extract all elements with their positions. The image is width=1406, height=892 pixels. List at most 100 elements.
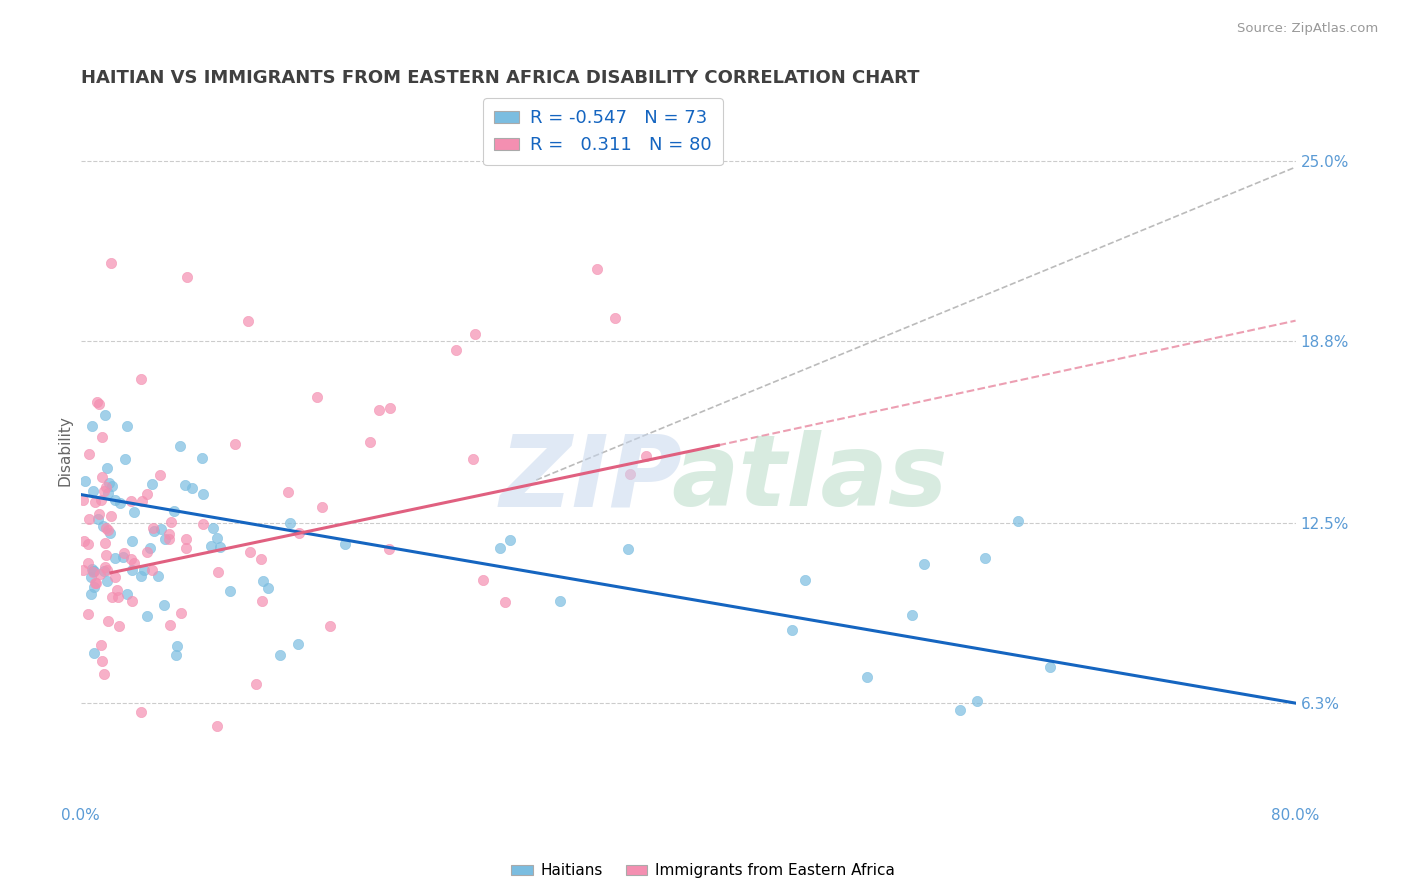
Point [550, 594, 572, 608]
Text: Source: ZipAtlas.com: Source: ZipAtlas.com [1237, 22, 1378, 36]
Point [311, 500, 333, 515]
Y-axis label: Disability: Disability [58, 416, 72, 486]
Point [83, 575, 105, 590]
Point [86, 395, 108, 409]
Point [84, 576, 107, 591]
Point [174, 541, 197, 555]
Point [163, 504, 186, 518]
Point [165, 648, 187, 662]
Point [108, 619, 131, 633]
Point [205, 719, 228, 733]
Point [463, 452, 485, 467]
Point [97, 476, 120, 491]
Point [82, 562, 104, 576]
Point [380, 401, 402, 416]
Point [288, 525, 311, 540]
Point [94, 480, 117, 494]
Point [104, 493, 127, 508]
Point [77, 536, 100, 550]
Point [489, 541, 512, 556]
Point [269, 648, 291, 662]
Point [200, 539, 222, 553]
Point [1039, 660, 1062, 674]
Point [174, 478, 197, 492]
Point [153, 598, 176, 612]
Point [80, 570, 103, 584]
Point [96, 574, 118, 588]
Point [901, 608, 924, 623]
Point [912, 558, 935, 572]
Point [193, 517, 215, 532]
Point [129, 705, 152, 719]
Point [157, 526, 180, 541]
Point [72, 563, 94, 577]
Point [83, 646, 105, 660]
Point [120, 551, 142, 566]
Point [135, 544, 157, 558]
Point [190, 451, 212, 466]
Point [148, 569, 170, 583]
Point [90, 492, 112, 507]
Point [239, 545, 262, 559]
Point [97, 486, 120, 500]
Point [250, 594, 273, 608]
Point [120, 493, 142, 508]
Point [207, 565, 229, 579]
Point [121, 594, 143, 608]
Point [169, 606, 191, 620]
Text: atlas: atlas [671, 430, 948, 527]
Point [471, 574, 494, 588]
Legend: Haitians, Immigrants from Eastern Africa: Haitians, Immigrants from Eastern Africa [505, 857, 901, 884]
Point [75, 475, 97, 489]
Point [93, 484, 115, 499]
Point [129, 568, 152, 582]
Point [494, 595, 516, 609]
Point [169, 439, 191, 453]
Text: ZIP: ZIP [499, 430, 682, 527]
Point [89, 567, 111, 582]
Point [93, 564, 115, 578]
Point [166, 640, 188, 654]
Point [87, 397, 110, 411]
Point [115, 418, 138, 433]
Point [84, 495, 107, 509]
Point [141, 477, 163, 491]
Point [87, 512, 110, 526]
Point [96, 548, 118, 562]
Point [155, 532, 177, 546]
Point [129, 371, 152, 385]
Point [93, 666, 115, 681]
Point [218, 584, 240, 599]
Point [104, 570, 127, 584]
Point [794, 573, 817, 587]
Point [257, 581, 280, 595]
Point [82, 565, 104, 579]
Point [208, 540, 231, 554]
Point [80, 587, 103, 601]
Point [90, 639, 112, 653]
Point [82, 483, 104, 498]
Point [1007, 514, 1029, 528]
Point [93, 408, 115, 422]
Point [80, 418, 103, 433]
Point [72, 492, 94, 507]
Point [115, 587, 138, 601]
Point [634, 450, 657, 464]
Point [619, 467, 641, 481]
Point [149, 467, 172, 482]
Point [87, 507, 110, 521]
Point [83, 580, 105, 594]
Point [277, 484, 299, 499]
Point [159, 617, 181, 632]
Point [90, 470, 112, 484]
Point [96, 563, 118, 577]
Point [287, 637, 309, 651]
Point [83, 564, 105, 578]
Point [94, 535, 117, 549]
Point [856, 670, 879, 684]
Point [181, 481, 204, 495]
Point [112, 546, 135, 560]
Point [359, 435, 381, 450]
Point [107, 590, 129, 604]
Point [201, 521, 224, 535]
